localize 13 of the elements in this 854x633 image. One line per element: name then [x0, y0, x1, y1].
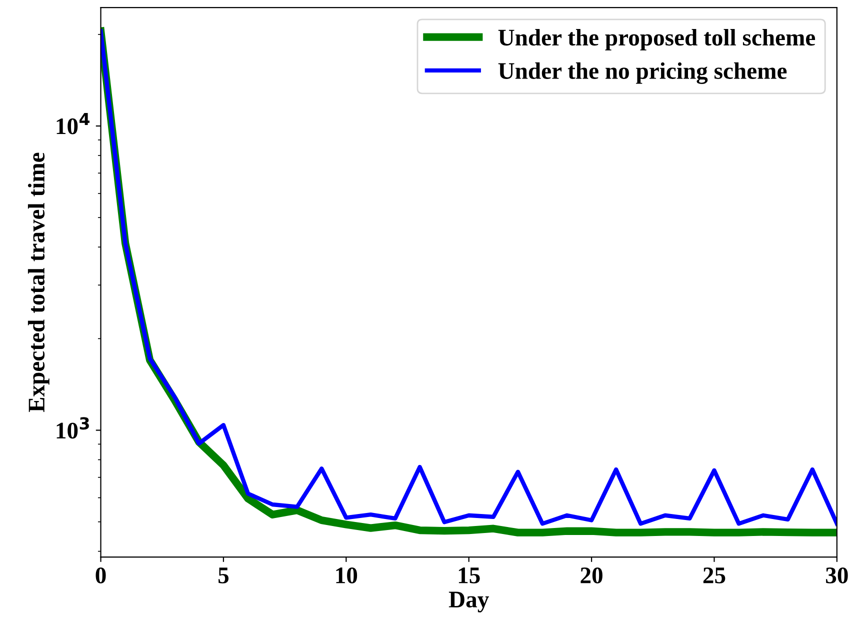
- x-tick-label: 30: [826, 567, 848, 584]
- y-axis-title: Expected total travel time: [28, 152, 50, 412]
- x-tick-label: 5: [218, 568, 229, 584]
- x-tick-label: 0: [96, 567, 106, 584]
- x-axis-title: Day: [448, 592, 489, 612]
- y-tick-label: 10$^{4}$: [56, 112, 90, 134]
- x-tick-label: 20: [580, 567, 602, 584]
- x-tick-label: 15: [458, 568, 480, 584]
- x-tick-label: 10: [336, 567, 358, 584]
- legend-label: Under the no pricing scheme: [498, 62, 787, 84]
- legend-label: Under the proposed toll scheme: [498, 28, 816, 50]
- x-tick-label: 25: [703, 568, 726, 584]
- y-tick-label: 10$^{3}$: [56, 417, 89, 439]
